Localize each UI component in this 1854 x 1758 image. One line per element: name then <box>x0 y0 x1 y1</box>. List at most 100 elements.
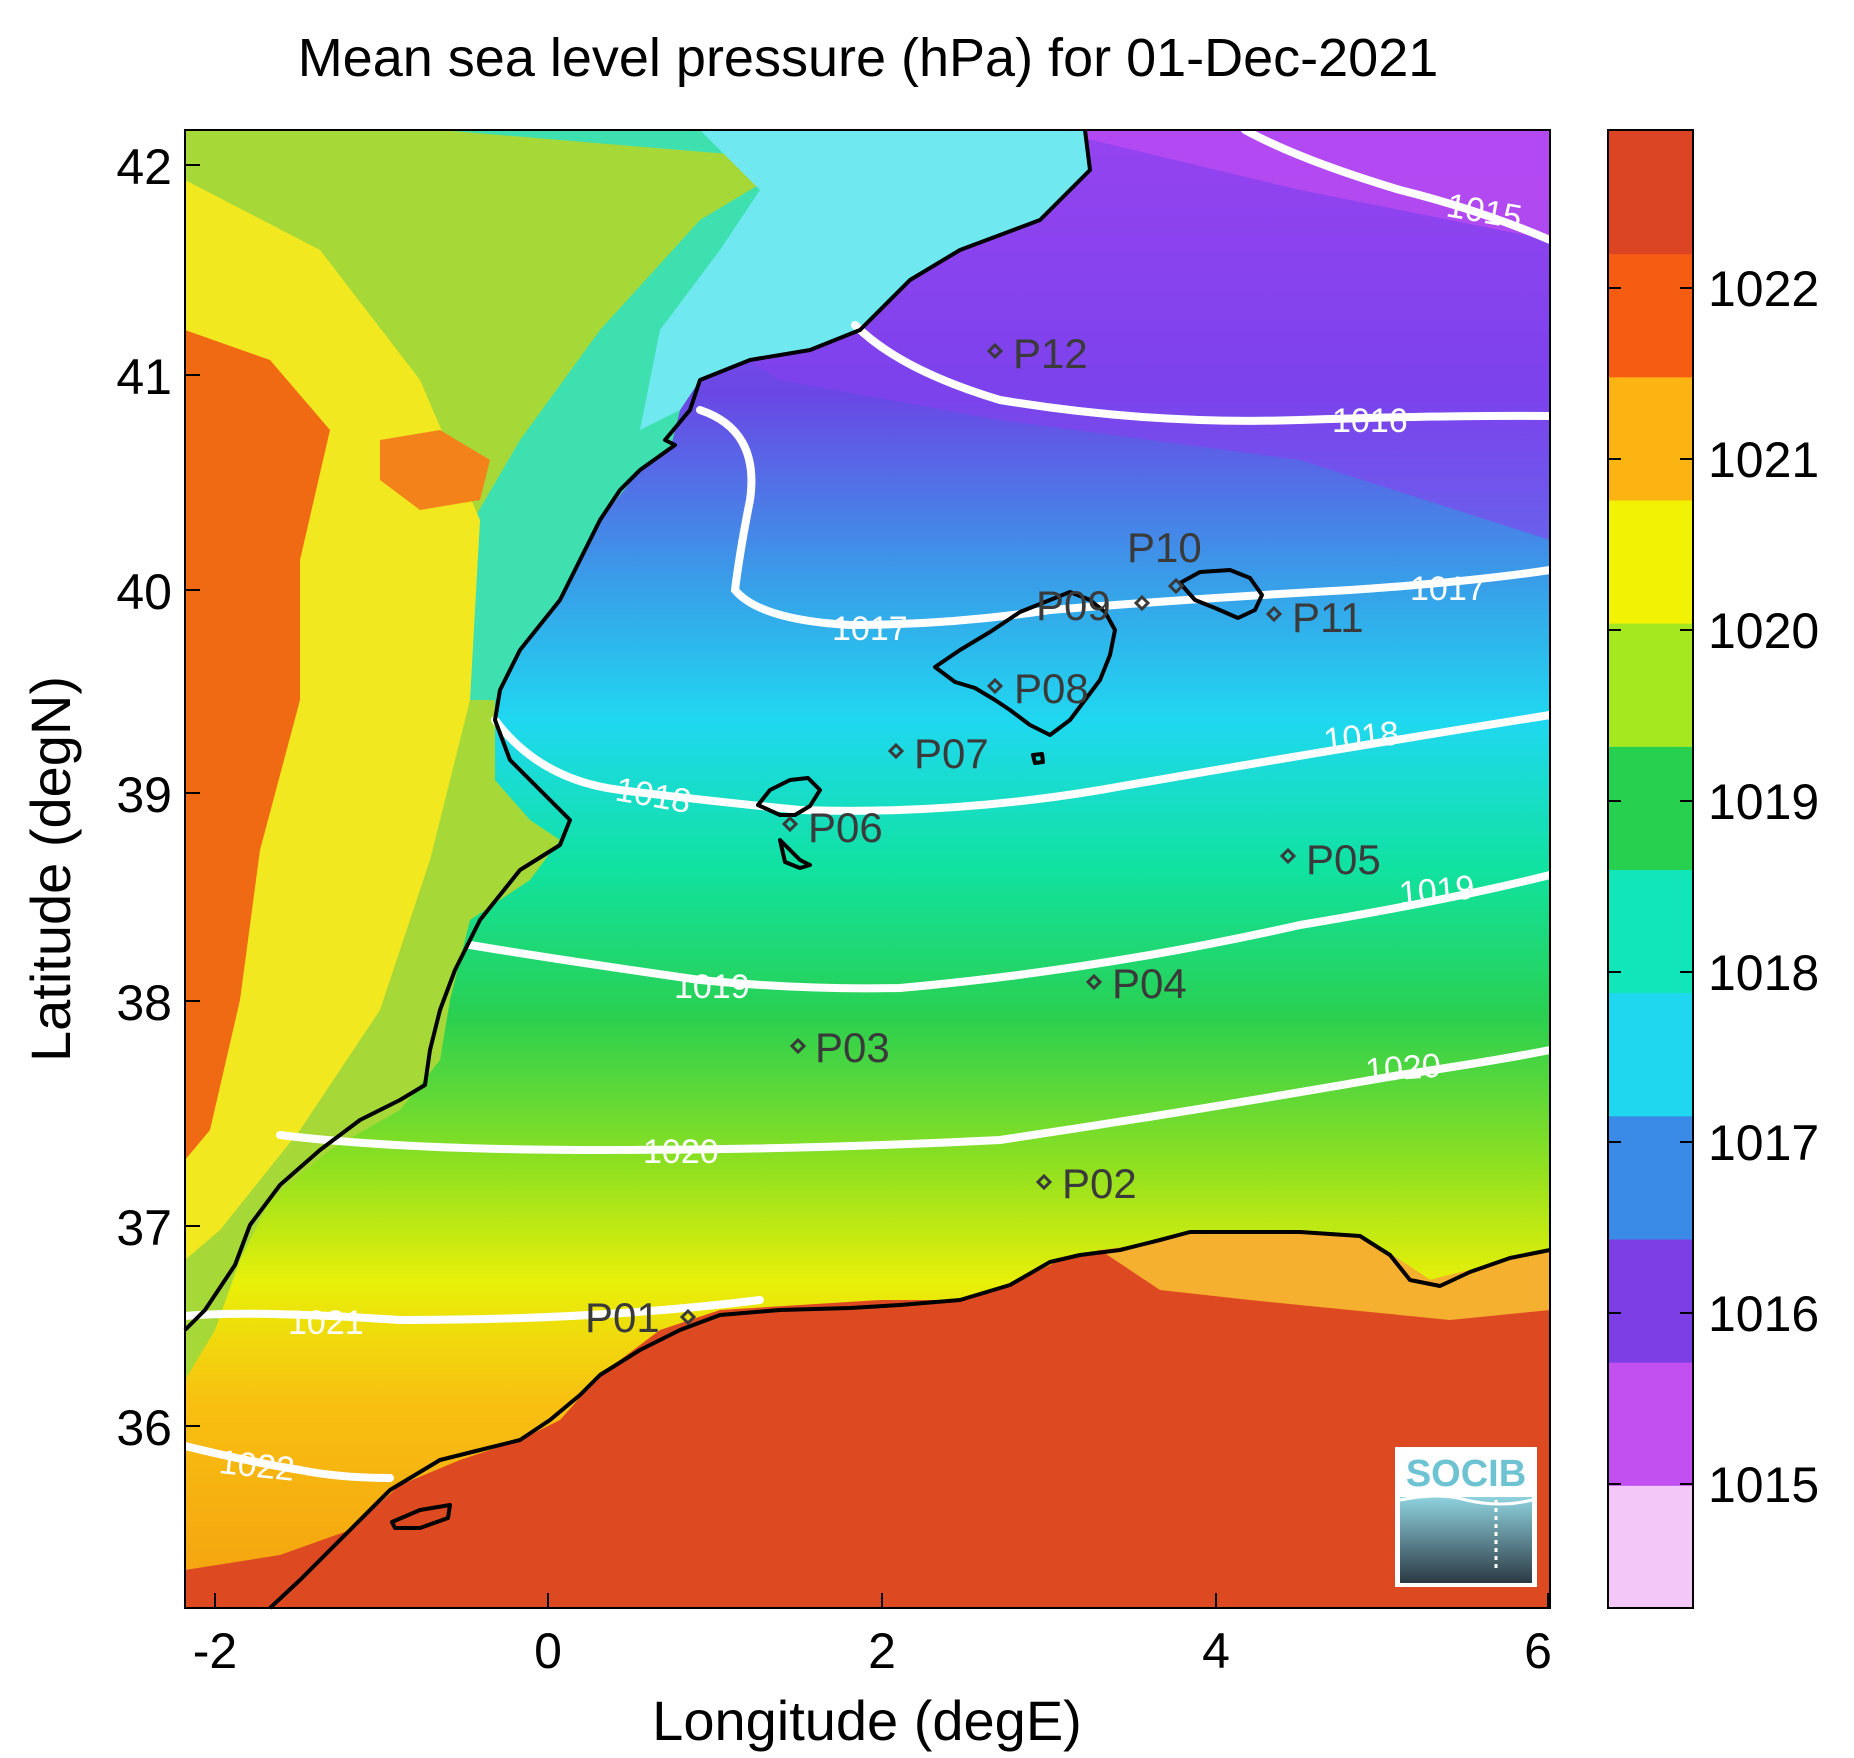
station-marker <box>1167 577 1185 595</box>
socib-logo: SOCIB <box>1395 1447 1537 1587</box>
contour-label: 1019 <box>674 968 750 1006</box>
contour-1022 <box>181 1442 394 1482</box>
logo-wave <box>1399 1494 1533 1506</box>
y-tick-label: 41 <box>116 349 172 405</box>
station-marker <box>679 1308 697 1326</box>
colorbar-tick-labels: 1015 1016 1017 1018 1019 1020 1021 1022 <box>1708 261 1819 1513</box>
x-tick-label: 2 <box>868 1623 896 1679</box>
y-tick-label: 36 <box>116 1400 172 1456</box>
station-label: P08 <box>1014 665 1089 712</box>
iberia-coastline <box>183 129 1092 1332</box>
station-label: P03 <box>815 1024 890 1071</box>
contour-label: 1017 <box>832 610 908 648</box>
colorbar-segments <box>1608 130 1693 1609</box>
y-tick-labels: 36 37 38 39 40 41 42 <box>116 139 172 1456</box>
station-label: P11 <box>1292 594 1364 641</box>
station-markers: P01 P02 P03 P04 P05 P06 P07 P08 <box>585 330 1381 1341</box>
ibiza-coastline <box>756 776 822 817</box>
y-axis-label: Latitude (degN) <box>19 676 82 1062</box>
station-label: P12 <box>1013 330 1088 377</box>
station-marker <box>1035 1173 1053 1191</box>
colorbar-tick-label: 1018 <box>1708 945 1819 1001</box>
contour-label: 1019 <box>1397 869 1476 913</box>
station-marker <box>781 815 799 833</box>
colorbar-tick-label: 1017 <box>1708 1115 1819 1171</box>
station-label: P07 <box>914 730 989 777</box>
contour-label: 1022 <box>217 1443 296 1489</box>
station-p02[interactable]: P02 <box>1035 1160 1137 1207</box>
colorbar: 1015 1016 1017 1018 1019 1020 1021 1022 <box>1607 129 1819 1609</box>
africa-coast-yellow <box>1100 1230 1550 1320</box>
contour-1016 <box>851 321 1554 425</box>
colorbar-segment <box>1608 622 1693 747</box>
station-p05[interactable]: P05 <box>1279 836 1381 883</box>
station-p06[interactable]: P06 <box>781 804 883 851</box>
colorbar-tick-label: 1020 <box>1708 603 1819 659</box>
x-tick-label: 0 <box>534 1623 562 1679</box>
colorbar-segment <box>1608 130 1693 255</box>
colorbar-segment <box>1608 745 1693 870</box>
station-label: P02 <box>1062 1160 1137 1207</box>
contour-1019 <box>466 871 1554 993</box>
station-marker <box>1279 847 1297 865</box>
y-tick-label: 40 <box>116 564 172 620</box>
colorbar-segment <box>1608 499 1693 624</box>
contour-1017-west <box>696 406 1054 630</box>
contour-lines <box>181 126 1554 1482</box>
station-p07[interactable]: P07 <box>887 730 989 777</box>
station-p09[interactable]: P09 <box>1036 582 1151 629</box>
mallorca-coastline <box>933 590 1117 737</box>
station-p10[interactable]: P10 <box>1127 524 1202 595</box>
station-p12[interactable]: P12 <box>986 330 1088 377</box>
map-area <box>185 130 1550 1608</box>
colorbar-tick-label: 1021 <box>1708 432 1819 488</box>
coastlines <box>183 129 1551 1610</box>
colorbar-segment <box>1608 376 1693 501</box>
station-p08[interactable]: P08 <box>986 665 1089 712</box>
station-marker <box>1085 973 1103 991</box>
chart-title: Mean sea level pressure (hPa) for 01-Dec… <box>298 28 1439 88</box>
station-p04[interactable]: P04 <box>1085 960 1187 1007</box>
lowest-pressure-region <box>1050 130 1550 240</box>
x-tick-label: 4 <box>1202 1623 1230 1679</box>
station-p01[interactable]: P01 <box>585 1294 697 1341</box>
contour-label: 1020 <box>643 1133 719 1171</box>
alboran-island <box>390 1503 452 1530</box>
colorbar-tick-label: 1019 <box>1708 774 1819 830</box>
station-label: P09 <box>1036 582 1111 629</box>
station-label: P04 <box>1112 960 1187 1007</box>
station-marker <box>887 742 905 760</box>
station-label: P01 <box>585 1294 660 1341</box>
iberia-land-orange <box>185 330 330 1160</box>
colorbar-segment <box>1608 1361 1693 1486</box>
colorbar-segment <box>1608 992 1693 1117</box>
colorbar-segment <box>1608 869 1693 994</box>
colorbar-frame <box>1607 129 1694 1609</box>
logo-text: SOCIB <box>1406 1453 1526 1495</box>
colorbar-tick-label: 1022 <box>1708 261 1819 317</box>
x-tick-label: 6 <box>1524 1623 1552 1679</box>
logo-gradient <box>1400 1497 1532 1583</box>
contour-1020 <box>276 1046 1554 1155</box>
colorbar-tick-label: 1015 <box>1708 1457 1819 1513</box>
station-marker <box>1265 605 1283 623</box>
colorbar-segment <box>1608 1115 1693 1240</box>
station-p11[interactable]: P11 <box>1265 594 1364 641</box>
station-marker <box>1133 594 1151 612</box>
station-marker <box>986 342 1004 360</box>
contour-label: 1016 <box>1332 402 1408 440</box>
y-tick-label: 38 <box>116 975 172 1031</box>
y-tick-label: 39 <box>116 767 172 823</box>
map-frame <box>184 129 1551 1609</box>
x-axis-label: Longitude (degE) <box>652 1689 1082 1752</box>
x-axis <box>214 1593 1549 1608</box>
contour-1015 <box>1241 126 1554 244</box>
iberia-land-cyan <box>640 130 1090 430</box>
y-axis <box>185 164 200 1427</box>
formentera-coastline <box>778 838 812 870</box>
station-marker <box>789 1037 807 1055</box>
contour-label: 1017 <box>1410 570 1486 608</box>
colorbar-segment <box>1608 1238 1693 1363</box>
station-p03[interactable]: P03 <box>789 1024 890 1071</box>
